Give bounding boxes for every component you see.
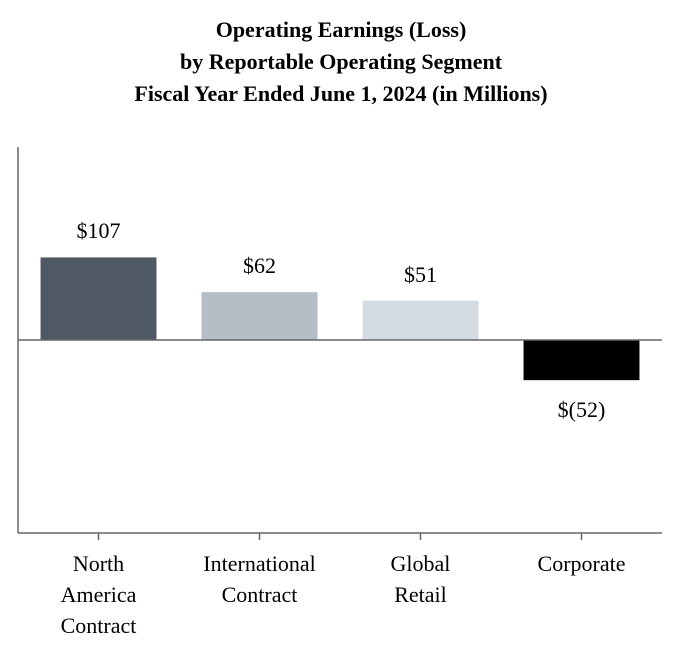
x-tick-label: Global Retail (390, 551, 451, 607)
value-label: $107 (76, 218, 121, 244)
value-label: $(52) (557, 397, 606, 423)
x-tick-label: North America Contract (60, 551, 137, 638)
bar (201, 292, 318, 340)
value-label: $51 (404, 261, 437, 287)
value-label: $62 (243, 253, 276, 279)
x-tick-label: International Contract (203, 551, 316, 607)
bar (362, 300, 479, 340)
bar (523, 340, 640, 381)
chart-title: Operating Earnings (Loss) by Reportable … (134, 17, 548, 106)
bar (40, 257, 157, 340)
x-tick-label: Corporate (537, 551, 626, 576)
